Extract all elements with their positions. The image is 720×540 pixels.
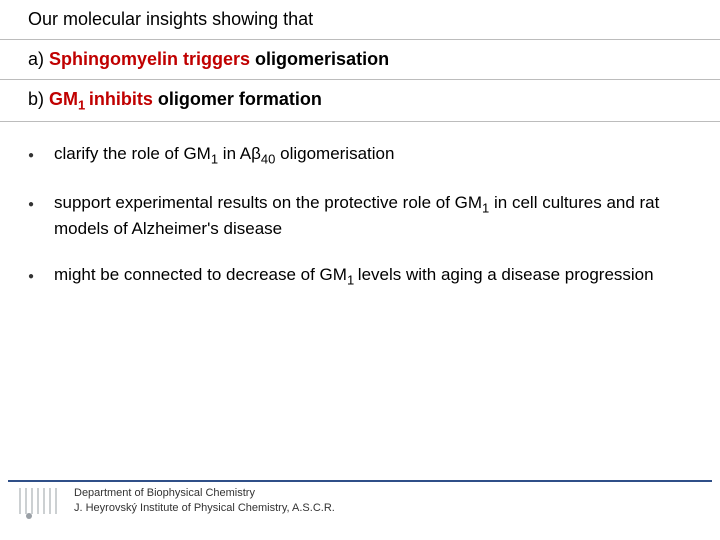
list-item: ● might be connected to decrease of GM1 … (28, 263, 692, 290)
t: support experimental results on the prot… (54, 193, 482, 212)
list-item: ● clarify the role of GM1 in Aβ40 oligom… (28, 142, 692, 169)
footer-rule (8, 480, 712, 482)
t: 1 (211, 151, 218, 166)
t: levels with aging a disease progression (358, 265, 654, 284)
bullet-list: ● clarify the role of GM1 in Aβ40 oligom… (0, 122, 720, 290)
heading-b-black: oligomer formation (153, 89, 322, 109)
heading-intro-text: Our molecular insights showing that (28, 9, 313, 29)
bullet-icon: ● (28, 149, 46, 163)
footer-row: Department of Biophysical Chemistry J. H… (0, 486, 720, 520)
t: might be connected to decrease of GM (54, 265, 347, 284)
heading-a-black: oligomerisation (250, 49, 389, 69)
footer-text: Department of Biophysical Chemistry J. H… (74, 486, 335, 517)
footer: Department of Biophysical Chemistry J. H… (0, 480, 720, 528)
t: oligomerisation (275, 144, 394, 163)
heading-b-red1: GM (49, 89, 78, 109)
list-item: ● support experimental results on the pr… (28, 191, 692, 241)
bullet-text: might be connected to decrease of GM1 le… (54, 263, 692, 290)
bullet-text: support experimental results on the prot… (54, 191, 692, 241)
footer-line1: Department of Biophysical Chemistry (74, 486, 335, 501)
bullet-text: clarify the role of GM1 in Aβ40 oligomer… (54, 142, 692, 169)
heading-a: a) Sphingomyelin triggers oligomerisatio… (0, 40, 720, 80)
t: 1 (347, 272, 358, 287)
heading-b-red2: inhibits (89, 89, 153, 109)
t: clarify the role of GM (54, 144, 211, 163)
heading-a-red: Sphingomyelin triggers (49, 49, 250, 69)
t: in Aβ (218, 144, 261, 163)
heading-a-prefix: a) (28, 49, 49, 69)
heading-b-prefix: b) (28, 89, 49, 109)
heading-b: b) GM1 inhibits oligomer formation (0, 80, 720, 122)
t: 40 (261, 151, 275, 166)
bullet-icon: ● (28, 198, 46, 212)
heading-intro: Our molecular insights showing that (0, 0, 720, 40)
footer-line2: J. Heyrovský Institute of Physical Chemi… (74, 501, 335, 516)
heading-b-red-sub: 1 (78, 98, 89, 113)
bullet-icon: ● (28, 270, 46, 284)
logo-icon (14, 486, 64, 520)
